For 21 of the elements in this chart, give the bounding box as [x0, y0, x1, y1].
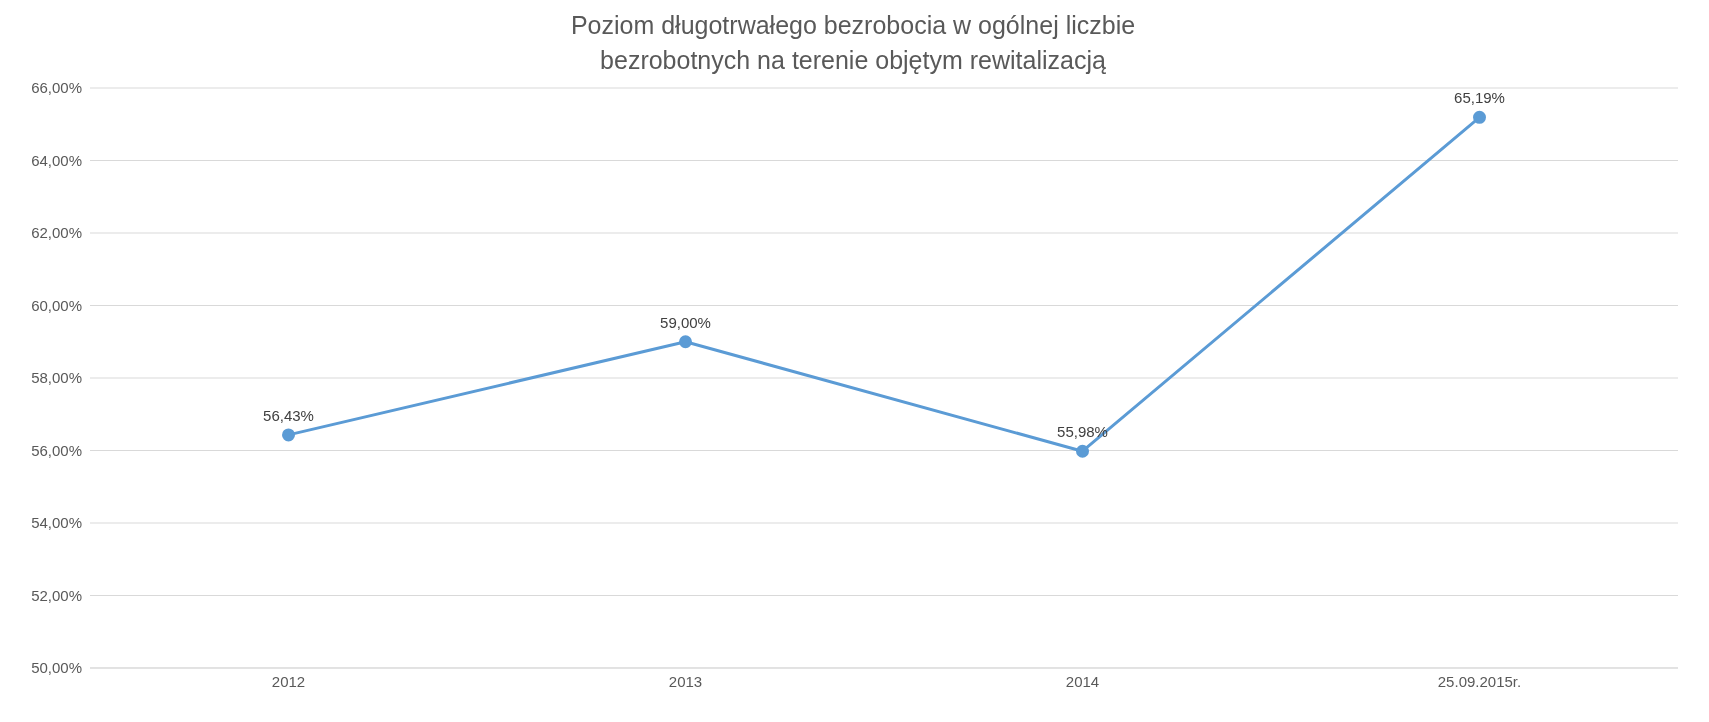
y-tick-label: 60,00%: [31, 296, 82, 314]
x-tick-label: 2012: [271, 672, 306, 690]
y-tick-label: 64,00%: [31, 151, 82, 169]
y-tick-label: 62,00%: [31, 224, 82, 242]
point: [282, 428, 295, 442]
x-tick-label: 25.09.2015r.: [1437, 672, 1522, 690]
y-tick-label: 58,00%: [31, 369, 82, 387]
x-tick-label: 2014: [1065, 672, 1100, 690]
y-tick-label: 52,00%: [31, 586, 82, 604]
x-tick-label: 2013: [668, 672, 703, 690]
point: [679, 335, 692, 349]
y-tick-label: 54,00%: [31, 514, 82, 532]
point: [1076, 444, 1089, 458]
y-tick-label: 66,00%: [31, 79, 82, 97]
y-tick-label: 50,00%: [31, 659, 82, 677]
data-label: 56,43%: [263, 406, 314, 424]
data-label: 65,19%: [1454, 89, 1505, 107]
chart-title: Poziom długotrwałego bezrobocia w ogólnej liczbie bezrobotnych na terenie objętym rewitalizacją: [569, 10, 1137, 76]
data-label: 59,00%: [660, 313, 711, 331]
y-tick-label: 56,00%: [31, 441, 82, 459]
point: [1473, 110, 1486, 124]
